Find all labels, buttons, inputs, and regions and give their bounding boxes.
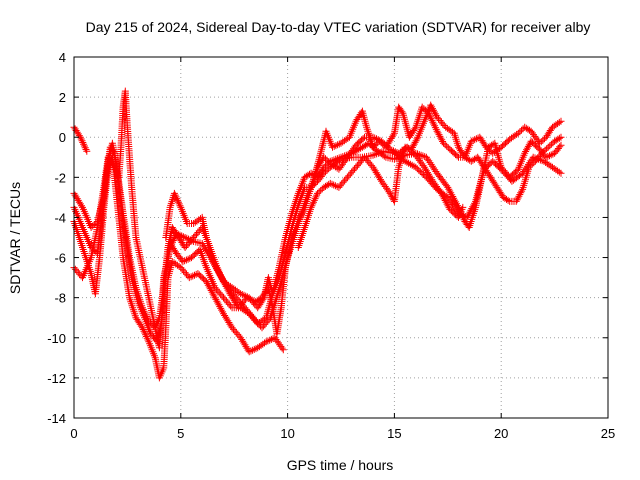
series-markers: [162, 133, 467, 338]
series-markers: [294, 101, 565, 251]
y-axis-label: SDTVAR / TECUs: [7, 182, 23, 294]
x-tick-label: 5: [177, 426, 184, 441]
series-track-1: [70, 123, 91, 155]
y-tick-label: 2: [59, 90, 66, 105]
y-tick-label: 4: [59, 50, 66, 65]
y-tick-label: -12: [47, 371, 66, 386]
plot-area-frame: [73, 56, 609, 419]
x-tick-label: 10: [280, 426, 294, 441]
axis-ticks: 0 5 10 15 20 25 -14 -12 -10 -8 -6 -4 -2 0 2 4: [47, 50, 615, 441]
y-tick-label: 0: [59, 130, 66, 145]
y-tick-label: -6: [54, 251, 66, 266]
y-tick-label: -10: [47, 331, 66, 346]
y-tick-label: -8: [54, 291, 66, 306]
series-markers: [70, 153, 287, 382]
x-tick-label: 0: [70, 426, 77, 441]
x-tick-label: 20: [494, 426, 508, 441]
y-tick-label: -14: [47, 411, 66, 426]
x-tick-label: 25: [601, 426, 615, 441]
series-markers: [70, 123, 91, 155]
x-axis-label: GPS time / hours: [287, 457, 394, 473]
y-tick-label: -2: [54, 170, 66, 185]
series-track-7: [294, 101, 565, 251]
series-track-6: [162, 133, 467, 338]
x-tick-label: 15: [387, 426, 401, 441]
y-tick-label: -4: [54, 210, 66, 225]
series-track-4: [70, 153, 287, 382]
chart-title: Day 215 of 2024, Sidereal Day-to-day VTE…: [86, 19, 591, 35]
